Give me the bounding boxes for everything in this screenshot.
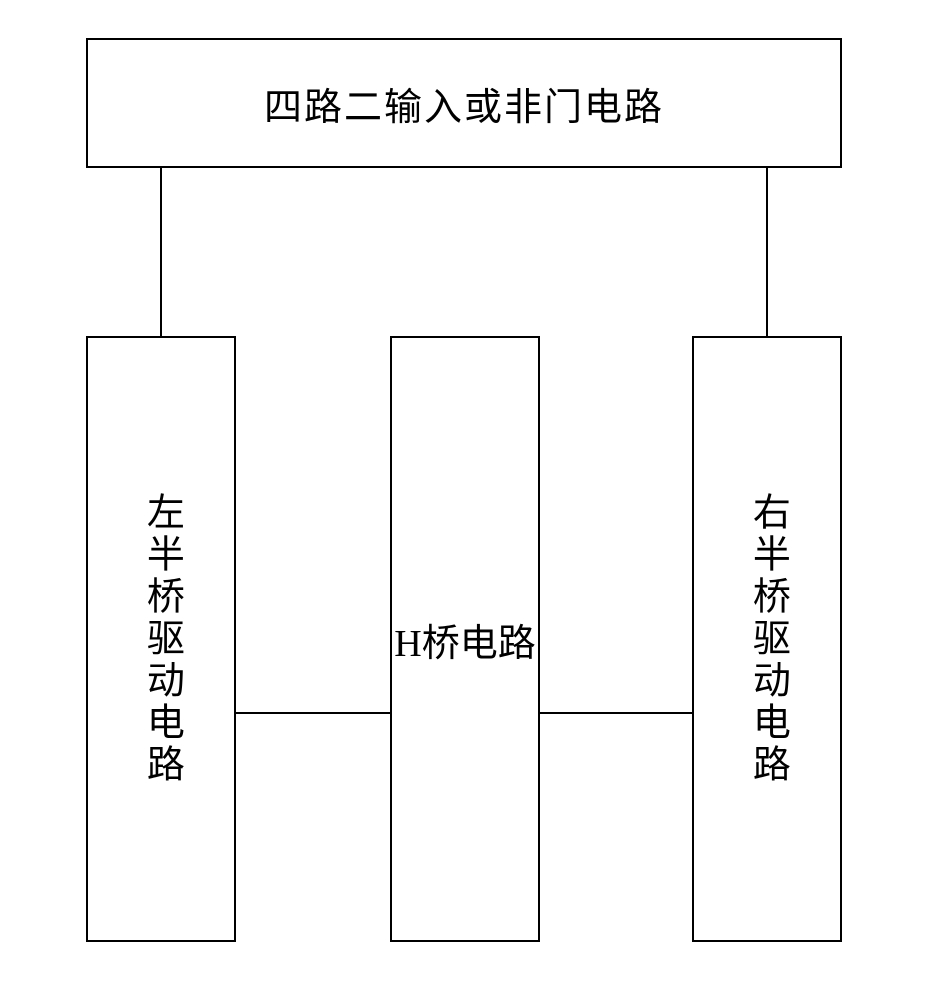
block-right-half-bridge-driver: 右半桥驱动电路	[692, 336, 842, 942]
block-h-bridge-circuit: H桥电路	[390, 336, 540, 942]
diagram-canvas: 四路二输入或非门电路 左半桥驱动电路 H桥电路 右半桥驱动电路	[0, 0, 928, 1000]
connector-top-to-left	[160, 168, 162, 336]
connector-left-to-mid	[236, 712, 390, 714]
block-label: 四路二输入或非门电路	[264, 76, 664, 131]
block-label: 右半桥驱动电路	[737, 492, 798, 786]
block-nor-gate-circuit: 四路二输入或非门电路	[86, 38, 842, 168]
block-label: H桥电路	[394, 612, 535, 667]
block-left-half-bridge-driver: 左半桥驱动电路	[86, 336, 236, 942]
block-label: 左半桥驱动电路	[131, 492, 192, 786]
connector-top-to-right	[766, 168, 768, 336]
connector-mid-to-right	[540, 712, 692, 714]
